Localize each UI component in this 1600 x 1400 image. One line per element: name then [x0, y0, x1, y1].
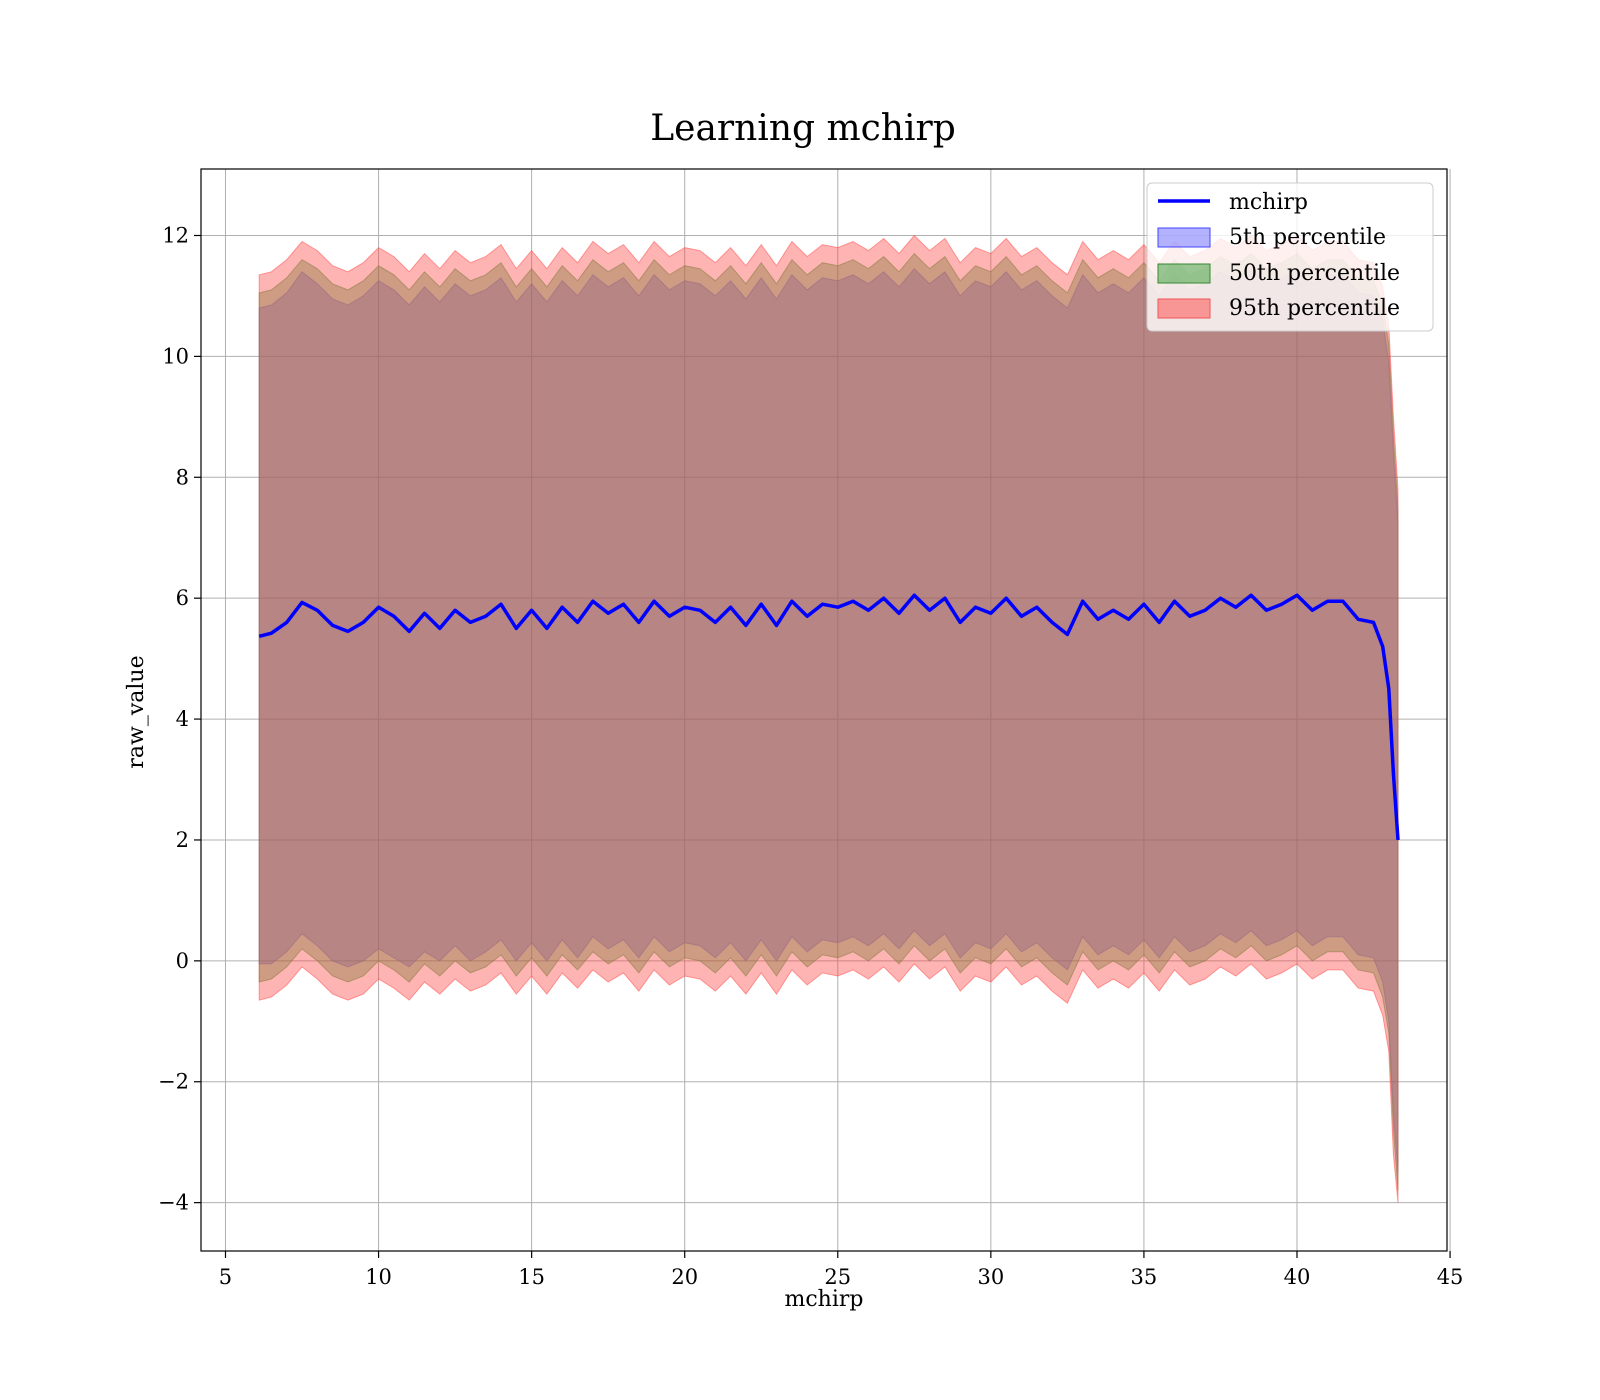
- y-tick-label: 4: [176, 707, 189, 731]
- legend: mchirp 5th percentile 50th percentile 95…: [1146, 182, 1434, 332]
- y-tick-label: 12: [162, 223, 189, 247]
- y-axis: −4 −2 0 2 4 6 8 10 12: [158, 223, 201, 1215]
- legend-swatch-5th: [1157, 227, 1211, 248]
- line-series-0: [258, 593, 1400, 841]
- x-tick-label: 35: [1131, 1265, 1158, 1289]
- x-tick-label: 45: [1437, 1265, 1464, 1289]
- x-tick-label: 10: [365, 1265, 392, 1289]
- band-series-3: [258, 234, 1399, 1203]
- y-tick-label: 2: [176, 828, 189, 852]
- plot-area: [200, 168, 1451, 1252]
- x-tick-label: 25: [824, 1265, 851, 1289]
- x-tick-label: 30: [977, 1265, 1004, 1289]
- x-tick-label: 5: [219, 1265, 232, 1289]
- legend-label-mchirp: mchirp: [1229, 190, 1308, 215]
- y-tick-label: −4: [158, 1191, 189, 1215]
- y-tick-label: 8: [176, 465, 189, 489]
- grid: [201, 169, 1451, 1251]
- lines: [258, 593, 1400, 841]
- x-axis: 5 10 15 20 25 30 35 40 45: [219, 1251, 1464, 1289]
- legend-swatch-95th: [1157, 298, 1211, 319]
- y-tick-label: 0: [176, 949, 189, 973]
- y-axis-label: raw_value: [124, 655, 149, 768]
- legend-swatch-50th: [1157, 263, 1211, 284]
- legend-label-95th: 95th percentile: [1229, 296, 1400, 321]
- y-tick-label: 10: [162, 344, 189, 368]
- legend-label-50th: 50th percentile: [1229, 261, 1400, 286]
- x-axis-label: mchirp: [785, 1287, 864, 1312]
- chart-title: Learning mchirp: [650, 108, 956, 149]
- y-tick-label: −2: [158, 1070, 189, 1094]
- plot-frame: [200, 168, 1448, 1252]
- legend-label-5th: 5th percentile: [1229, 225, 1386, 250]
- x-tick-label: 40: [1284, 1265, 1311, 1289]
- bands: [258, 234, 1399, 1203]
- legend-box: [1146, 182, 1434, 332]
- x-tick-label: 15: [518, 1265, 545, 1289]
- y-tick-label: 6: [176, 586, 189, 610]
- x-tick-label: 20: [671, 1265, 698, 1289]
